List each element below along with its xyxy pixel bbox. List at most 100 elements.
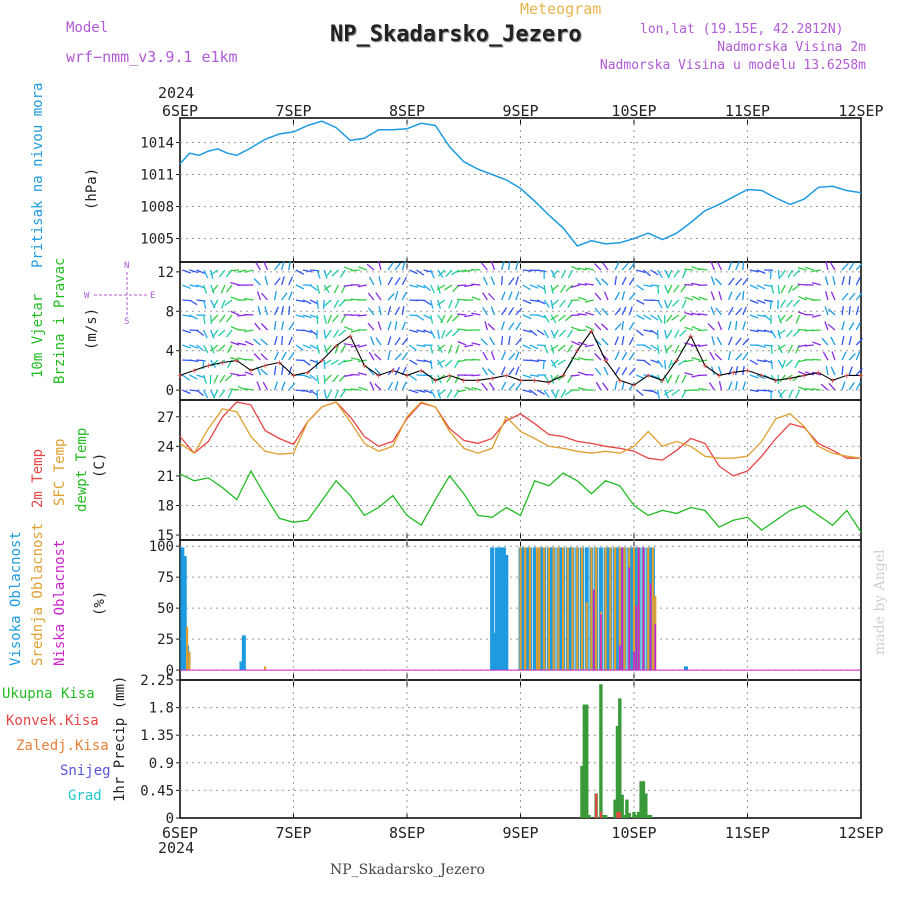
top-tick-label: 12SEP xyxy=(838,102,883,120)
total-precip-bar xyxy=(582,704,587,818)
wind-arrow xyxy=(401,261,406,271)
wind-gust-marker: + xyxy=(518,376,524,386)
wind-arrow xyxy=(237,374,247,377)
wind-arrow xyxy=(855,321,862,331)
wind-arrow xyxy=(487,323,495,331)
wind-arrow xyxy=(515,337,523,346)
wind-arrow xyxy=(332,314,339,323)
high-cloud-bar xyxy=(494,547,499,671)
wind-arrow xyxy=(182,314,192,318)
total-precip-bar xyxy=(632,811,636,818)
wind-arrow xyxy=(281,335,284,346)
wind-arrow xyxy=(848,305,851,316)
wind-arrow xyxy=(203,329,208,339)
wind-arrow xyxy=(636,314,645,320)
wind-arrow xyxy=(795,314,801,324)
wind-arrow xyxy=(727,261,733,271)
wind-arrow xyxy=(281,306,284,316)
wind-arrow xyxy=(643,284,653,288)
wind-arrow xyxy=(323,269,328,279)
wind-arrow xyxy=(260,353,268,361)
wind-arrow xyxy=(684,296,694,301)
wind-arrow xyxy=(350,269,360,272)
wind-arrow xyxy=(778,314,786,323)
wind-arrow xyxy=(423,329,433,334)
wind-arrow xyxy=(484,321,489,331)
wind-arrow xyxy=(777,329,786,336)
wind-arrow xyxy=(552,329,559,338)
wind-ylabel1: 10m Vjetar xyxy=(30,294,46,378)
wind-arrow xyxy=(500,351,506,361)
wind-gust-marker: + xyxy=(759,371,765,381)
wind-arrow xyxy=(430,389,436,399)
wind-arrow xyxy=(673,269,680,278)
y-tick-label: 1008 xyxy=(140,200,174,216)
top-tick-labels: 6SEP 7SEP 8SEP 9SEP 10SEP 11SEP 12SEP xyxy=(162,102,884,120)
wind-arrow xyxy=(515,382,522,391)
wind-arrow xyxy=(430,374,434,384)
y-tick-label: 25 xyxy=(157,632,174,648)
bottom-tick-label: 7SEP xyxy=(275,824,311,842)
total-precip-bar xyxy=(601,814,605,818)
wind-gust-marker: + xyxy=(277,359,283,369)
wind-arrow xyxy=(253,338,261,346)
wind-arrow xyxy=(657,269,663,279)
wind-arrow xyxy=(628,262,636,271)
wind-arrow xyxy=(244,371,254,376)
wind-arrow xyxy=(454,299,460,309)
wind-arrow xyxy=(244,340,254,346)
mid-cloud-bar xyxy=(623,547,626,671)
wind-arrow xyxy=(636,269,646,274)
wind-gust-marker: + xyxy=(248,366,254,376)
wind-arrow xyxy=(254,322,261,331)
wind-arrow xyxy=(377,321,382,331)
wind-arrow xyxy=(350,373,360,376)
total-precip-bar xyxy=(622,814,627,818)
wind-arrow xyxy=(594,292,602,301)
wind-arrow xyxy=(727,381,733,391)
wind-arrow xyxy=(302,329,312,333)
wind-arrow xyxy=(841,351,847,361)
wind-arrow xyxy=(481,292,488,301)
wind-arrow xyxy=(226,284,233,293)
low-cloud-bar xyxy=(621,547,623,671)
wind-arrow xyxy=(742,290,745,301)
wind-arrow xyxy=(656,284,660,295)
mid-cloud-bar xyxy=(519,547,522,671)
total-precip-bar xyxy=(603,814,608,818)
y-tick-label: 1011 xyxy=(140,168,174,184)
wind-arrow xyxy=(471,342,481,346)
wind-arrow xyxy=(841,365,844,376)
wind-arrow xyxy=(481,382,488,391)
wind-arrow xyxy=(230,281,240,286)
wind-arrow xyxy=(210,344,219,352)
y-tick-label: 0.45 xyxy=(140,783,174,799)
high-cloud-bar xyxy=(549,547,554,671)
wind-arrow xyxy=(584,358,594,361)
wind-arrow xyxy=(281,381,286,391)
wind-arrow xyxy=(447,344,453,354)
wind-arrow xyxy=(742,306,747,316)
wind-arrow xyxy=(263,261,269,271)
wind-arrow xyxy=(848,336,852,346)
wind-arrow xyxy=(727,336,733,346)
wind-arrow xyxy=(387,351,391,361)
wind-arrow xyxy=(558,344,566,352)
wind-arrow xyxy=(309,284,318,291)
wind-arrow xyxy=(211,284,219,293)
wind-arrow xyxy=(786,329,793,338)
wind-arrow xyxy=(182,389,191,395)
elevation-label: Nadmorska Visina 2m xyxy=(717,40,866,55)
wind-arrow xyxy=(543,329,549,339)
wind-arrow xyxy=(855,338,864,346)
wind-arrow xyxy=(600,323,609,331)
top-tick-label: 9SEP xyxy=(502,102,538,120)
wind-arrow xyxy=(409,389,419,394)
low-cloud-bar xyxy=(619,645,621,671)
wind-arrow xyxy=(551,359,559,367)
wind-arrow xyxy=(322,299,325,310)
wind-arrow xyxy=(650,359,660,364)
wind-arrow xyxy=(281,351,287,361)
wind-arrow xyxy=(671,389,680,396)
wind-arrow xyxy=(471,283,481,286)
